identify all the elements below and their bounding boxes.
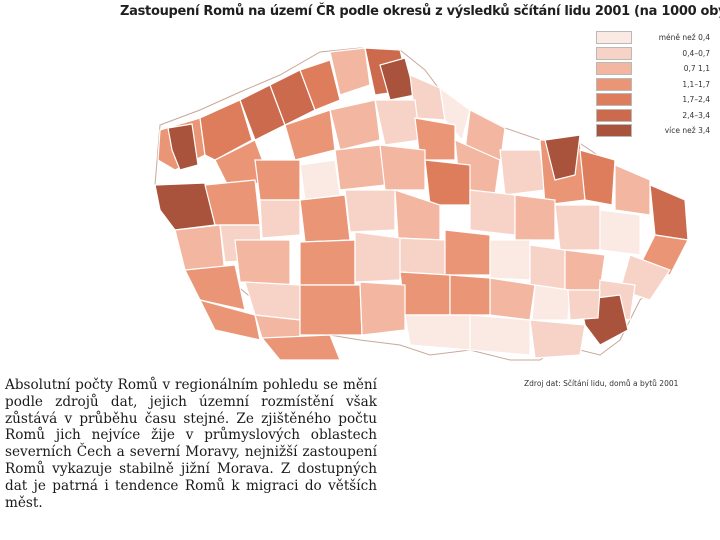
legend-label: méně než 0,4 (658, 33, 710, 43)
legend-row: 2,4–3,4 (596, 108, 714, 124)
district-kutna-hora (344, 189, 396, 233)
district-havlickuv-brod (397, 237, 446, 276)
legend-label: 0,7 1,1 (683, 64, 710, 74)
district-teplice (299, 59, 341, 111)
district-svitavy (514, 194, 556, 241)
map-svg (154, 47, 689, 361)
district-klatovy (184, 264, 246, 311)
data-source-note: Zdroj dat: Sčítání lidu, domů a bytů 200… (524, 379, 679, 388)
district-benesov (299, 194, 351, 243)
district-trutnov (439, 86, 471, 142)
legend-label: 1,7–2,4 (682, 95, 710, 105)
legend-row: 0,7 1,1 (596, 61, 714, 77)
district-jesenik (544, 134, 581, 181)
district-rakovnik (204, 179, 261, 226)
district-novy-jicin (599, 209, 641, 256)
district-prachatice (198, 299, 261, 341)
district-tabor (299, 239, 356, 286)
district-opava (614, 164, 651, 216)
legend-swatch (596, 77, 632, 91)
district-rychnov (499, 149, 546, 196)
district-prerov (564, 249, 606, 291)
district-breclav (469, 314, 531, 356)
district-mlada-boleslav (374, 99, 421, 146)
districts (154, 47, 689, 361)
district-blansko (489, 239, 531, 281)
legend-swatch (596, 46, 632, 60)
legend-row: více než 3,4 (596, 123, 714, 139)
district-kolin (379, 144, 426, 191)
legend-swatch (596, 124, 632, 138)
body-paragraph: Absolutní počty Romů v regionálním pohle… (5, 377, 377, 511)
district-olomouc (554, 204, 601, 251)
legend-label: 0,4–0,7 (682, 48, 710, 58)
district-usti-orlici (469, 189, 516, 236)
district-praha (299, 159, 341, 201)
district-jindrichuv-hradec (359, 281, 406, 336)
district-ceske-budejovice (299, 284, 363, 336)
district-znojmo (404, 314, 471, 351)
legend-row: méně než 0,4 (596, 30, 714, 46)
district-ostrava (649, 184, 689, 241)
district-decin (329, 47, 371, 96)
district-sokolov (167, 123, 199, 171)
district-hodonin (529, 319, 586, 359)
legend-row: 1,1–1,7 (596, 77, 714, 93)
district-karlovy-vary (199, 99, 253, 161)
district-melnik (329, 99, 381, 151)
legend-label: 2,4–3,4 (682, 110, 710, 120)
district-jihlava (399, 271, 451, 316)
district-prostejov (529, 244, 566, 291)
district-zdar (444, 229, 491, 276)
district-vyskov (531, 284, 571, 321)
legend-label: více než 3,4 (664, 126, 710, 136)
map-legend: méně než 0,4 0,4–0,7 0,7 1,1 1,1–1,7 1,7… (596, 30, 714, 139)
legend-swatch (596, 62, 632, 76)
legend-row: 0,4–0,7 (596, 46, 714, 62)
legend-label: 1,1–1,7 (682, 79, 710, 89)
district-cesky-krumlov (260, 334, 341, 361)
map-title: Zastoupení Romů na území ČR podle okresů… (120, 4, 720, 19)
district-pardubice (424, 159, 471, 206)
district-kladno (254, 159, 301, 201)
district-nymburk (334, 144, 386, 191)
district-kromeriz (567, 289, 601, 321)
district-bruntal (579, 149, 616, 206)
legend-swatch (596, 108, 632, 122)
district-brno (489, 277, 536, 321)
legend-row: 1,7–2,4 (596, 92, 714, 108)
legend-swatch (596, 93, 632, 107)
district-pribram (234, 239, 291, 286)
district-trebic (449, 274, 491, 316)
district-beroun (259, 199, 301, 239)
legend-swatch (596, 31, 632, 45)
choropleth-map (154, 47, 689, 361)
district-pelhrimov (354, 231, 401, 283)
